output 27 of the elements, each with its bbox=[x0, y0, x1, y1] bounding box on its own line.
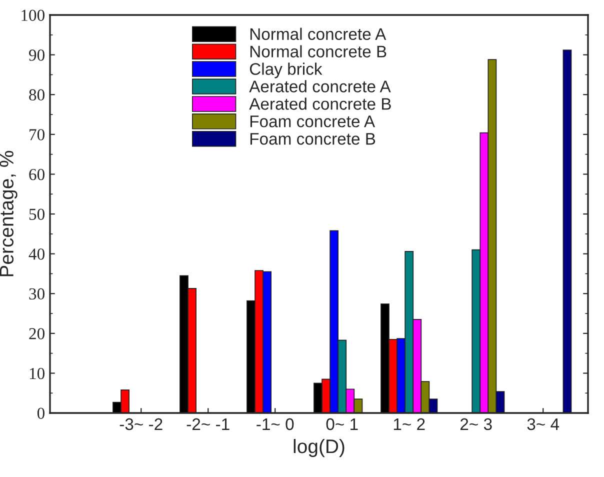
legend-label: Clay brick bbox=[250, 62, 322, 78]
y-tick-label: 60 bbox=[29, 168, 45, 180]
y-tick-label: 50 bbox=[29, 208, 45, 220]
y-axis-title: Percentage, % bbox=[0, 150, 18, 276]
x-tick-label: -2~ -1 bbox=[186, 418, 230, 430]
y-tick-label: 80 bbox=[29, 89, 45, 101]
x-tick-label: -1~ 0 bbox=[256, 418, 294, 430]
x-tick-label: -3~ -2 bbox=[120, 418, 162, 430]
x-axis-title: log(D) bbox=[294, 438, 344, 458]
y-tick-label: 0 bbox=[37, 408, 45, 419]
x-tick-label: 1~ 2 bbox=[394, 418, 425, 430]
legend-label: Aerated concrete B bbox=[249, 98, 391, 110]
y-tick-label: 30 bbox=[29, 288, 45, 300]
legend-label: Aerated concrete A bbox=[249, 80, 391, 92]
legend-label: Foam concrete A bbox=[250, 116, 376, 128]
y-tick-label: 40 bbox=[28, 248, 45, 260]
x-tick-label: 2~ 3 bbox=[460, 418, 492, 430]
legend-label: Foam concrete B bbox=[250, 133, 376, 145]
y-tick-label: 100 bbox=[22, 10, 45, 21]
x-tick-label: 0~ 1 bbox=[326, 418, 358, 430]
y-tick-label: 20 bbox=[29, 328, 45, 340]
x-tick-label: 3~ 4 bbox=[527, 418, 560, 430]
legend-label: Normal concrete A bbox=[250, 28, 386, 40]
legend-label: Normal concrete B bbox=[250, 45, 386, 58]
y-tick-label: 70 bbox=[30, 129, 45, 140]
y-tick-label: 90 bbox=[29, 50, 45, 61]
y-tick-label: 10 bbox=[30, 368, 45, 380]
